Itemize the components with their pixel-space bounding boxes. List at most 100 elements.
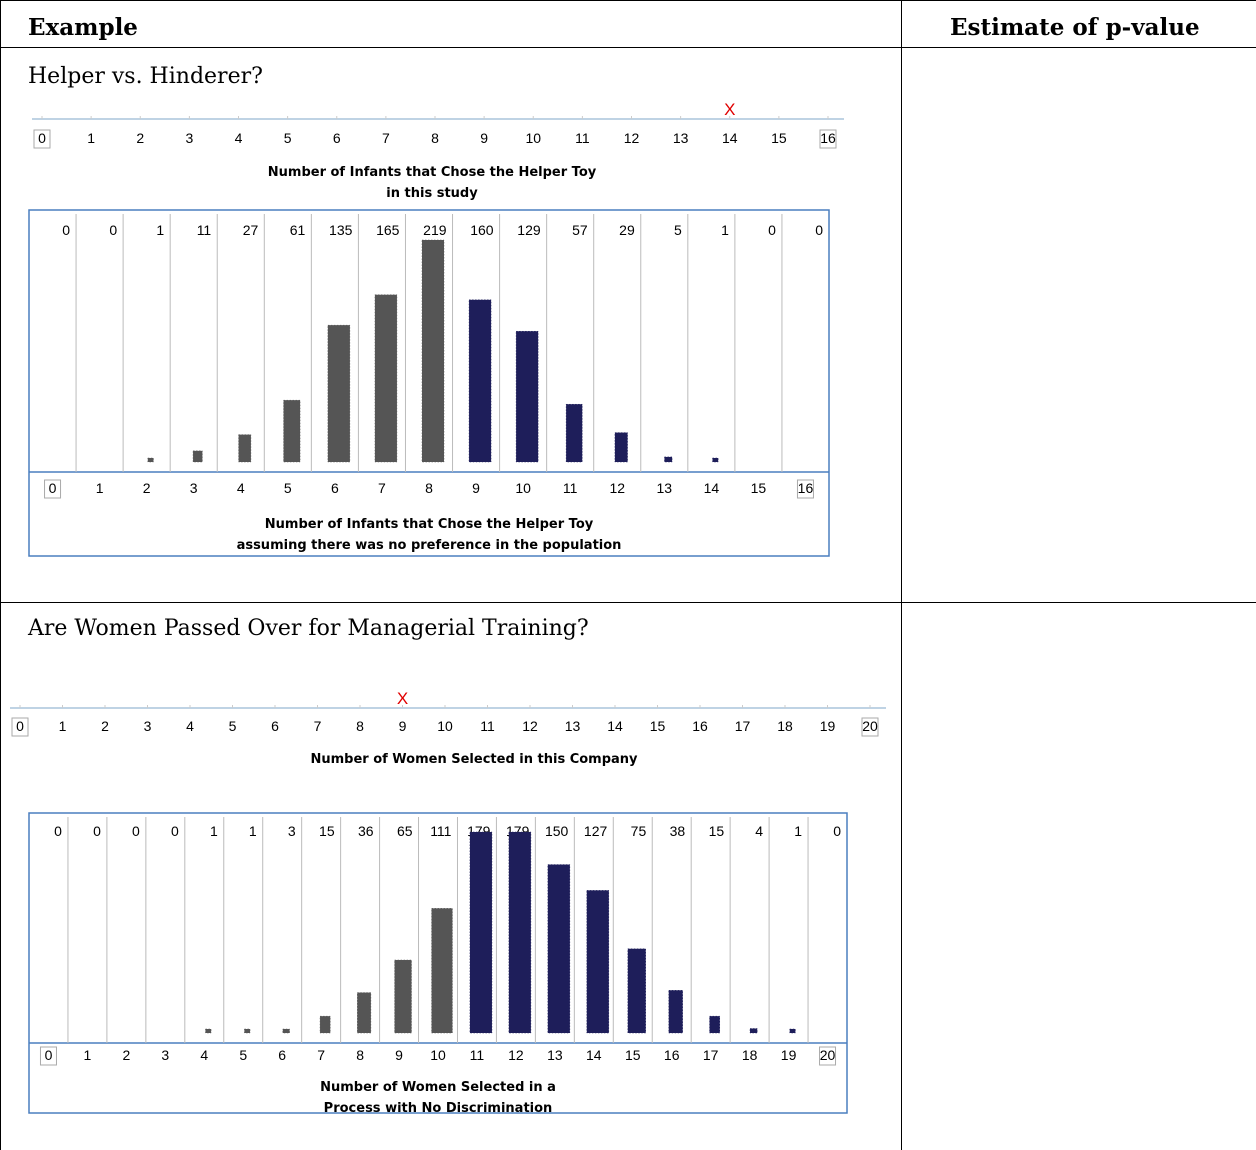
observed-axis-tick-label: 18 bbox=[777, 718, 793, 734]
observed-axis-tick-label: 0 bbox=[16, 718, 24, 734]
bar-count-label: 0 bbox=[833, 823, 841, 839]
bar-count-label: 65 bbox=[397, 823, 413, 839]
null-axis-tick-label: 13 bbox=[657, 480, 673, 496]
null-axis-tick-label: 5 bbox=[284, 480, 292, 496]
observed-axis-tick-label: 10 bbox=[437, 718, 453, 734]
null-axis-tick-label: 11 bbox=[563, 480, 578, 496]
null-axis-tick-label: 4 bbox=[200, 1047, 208, 1063]
null-axis-tick-label: 2 bbox=[122, 1047, 130, 1063]
bar bbox=[627, 948, 646, 1034]
bar-count-label: 36 bbox=[358, 823, 374, 839]
observed-axis-tick-label: 7 bbox=[382, 130, 390, 146]
null-axis-tick-label: 14 bbox=[704, 480, 720, 496]
bar bbox=[244, 1028, 251, 1034]
null-axis-tick-label: 10 bbox=[430, 1047, 446, 1063]
observed-axis-tick-label: 8 bbox=[431, 130, 439, 146]
bar bbox=[547, 864, 571, 1034]
null-axis-tick-label: 11 bbox=[470, 1047, 485, 1063]
null-axis-tick-label: 0 bbox=[45, 1047, 53, 1063]
observed-axis-tick-label: 0 bbox=[38, 130, 46, 146]
table-border-left bbox=[0, 0, 1, 1150]
bar-count-label: 1 bbox=[794, 823, 802, 839]
null-axis-tick-label: 13 bbox=[547, 1047, 563, 1063]
bar-count-label: 0 bbox=[54, 823, 62, 839]
bar-count-label: 0 bbox=[93, 823, 101, 839]
bar bbox=[374, 294, 398, 463]
observed-value-marker: X bbox=[724, 100, 735, 119]
observed-axis-tick-label: 5 bbox=[284, 130, 292, 146]
null-axis-tick-label-box bbox=[44, 479, 62, 499]
women-figure: 0 1 2 3 4 5 6 7 8 9 10 11 12 13 14 15 16 17 18 19 20XNumber … bbox=[10, 689, 886, 1116]
row2-title: Are Women Passed Over for Managerial Tra… bbox=[28, 616, 589, 641]
bar-count-label: 135 bbox=[329, 222, 353, 238]
observed-axis-tick-label: 14 bbox=[607, 718, 623, 734]
observed-axis-tick-label: 2 bbox=[136, 130, 144, 146]
null-axis-tick-label-box bbox=[796, 479, 814, 499]
bar bbox=[586, 890, 610, 1034]
observed-axis-tick-label: 8 bbox=[356, 718, 364, 734]
null-axis-tick-label: 8 bbox=[425, 480, 433, 496]
bar-count-label: 219 bbox=[423, 222, 447, 238]
bar bbox=[468, 299, 492, 463]
null-axis-tick-label: 5 bbox=[239, 1047, 247, 1063]
observed-axis-tick-label: 14 bbox=[722, 130, 738, 146]
bar-count-label: 1 bbox=[210, 823, 218, 839]
observed-axis-tick-label: 2 bbox=[101, 718, 109, 734]
bar bbox=[789, 1028, 796, 1034]
null-axis-tick-label: 7 bbox=[378, 480, 386, 496]
null-axis-tick-label-box bbox=[819, 1046, 837, 1066]
bar-count-label: 111 bbox=[430, 823, 451, 839]
row2-p-value-cell[interactable] bbox=[910, 616, 1240, 1136]
bar bbox=[614, 432, 628, 463]
null-axis-tick-label: 12 bbox=[609, 480, 625, 496]
header-divider bbox=[0, 47, 1256, 48]
observed-axis-tick-label: 17 bbox=[735, 718, 751, 734]
bar bbox=[469, 831, 493, 1034]
observed-axis-tick-label: 11 bbox=[480, 718, 495, 734]
observed-axis-tick-label: 9 bbox=[480, 130, 488, 146]
null-axis-tick-label: 3 bbox=[190, 480, 198, 496]
observed-axis-tick-label: 3 bbox=[185, 130, 193, 146]
bar-count-label: 0 bbox=[171, 823, 179, 839]
observed-axis-caption: Number of Infants that Chose the Helper … bbox=[268, 165, 597, 180]
bar-count-label: 127 bbox=[584, 823, 608, 839]
bar bbox=[664, 456, 673, 463]
observed-axis-tick-label: 7 bbox=[314, 718, 322, 734]
bar-count-label: 165 bbox=[376, 222, 400, 238]
bar-count-label: 0 bbox=[62, 222, 70, 238]
observed-axis-tick-label: 4 bbox=[186, 718, 194, 734]
null-axis-tick-label: 3 bbox=[161, 1047, 169, 1063]
bar bbox=[712, 457, 719, 463]
bar-count-label: 160 bbox=[470, 222, 494, 238]
bar bbox=[147, 457, 154, 463]
bar bbox=[205, 1028, 212, 1034]
observed-axis-tick-label: 12 bbox=[522, 718, 538, 734]
bar-count-label: 15 bbox=[319, 823, 335, 839]
bar bbox=[421, 239, 445, 463]
null-axis-tick-label: 12 bbox=[508, 1047, 524, 1063]
bar bbox=[394, 959, 412, 1034]
bar bbox=[431, 908, 453, 1034]
bar-count-label: 0 bbox=[768, 222, 776, 238]
bar bbox=[357, 992, 372, 1034]
observed-value-marker: X bbox=[397, 689, 408, 708]
observed-axis-tick-label: 4 bbox=[235, 130, 243, 146]
bar-count-label: 11 bbox=[197, 222, 212, 238]
row1-p-value-cell[interactable] bbox=[910, 64, 1240, 584]
bar-count-label: 61 bbox=[290, 222, 306, 238]
column-divider bbox=[901, 0, 902, 1150]
bar-count-label: 57 bbox=[572, 222, 588, 238]
observed-axis-tick-label: 15 bbox=[650, 718, 666, 734]
null-axis-caption: assuming there was no preference in the … bbox=[237, 538, 622, 553]
observed-axis-tick-label-box bbox=[33, 129, 51, 149]
bar bbox=[749, 1028, 758, 1034]
row-divider bbox=[0, 602, 1256, 603]
null-axis-tick-label: 8 bbox=[356, 1047, 364, 1063]
null-axis-tick-label-box bbox=[39, 1046, 57, 1066]
observed-axis-caption: Number of Women Selected in this Company bbox=[310, 752, 638, 767]
observed-axis-tick-label: 9 bbox=[399, 718, 407, 734]
bar-count-label: 150 bbox=[545, 823, 569, 839]
null-axis-tick-label: 4 bbox=[237, 480, 245, 496]
header-p-value: Estimate of p-value bbox=[950, 14, 1200, 41]
